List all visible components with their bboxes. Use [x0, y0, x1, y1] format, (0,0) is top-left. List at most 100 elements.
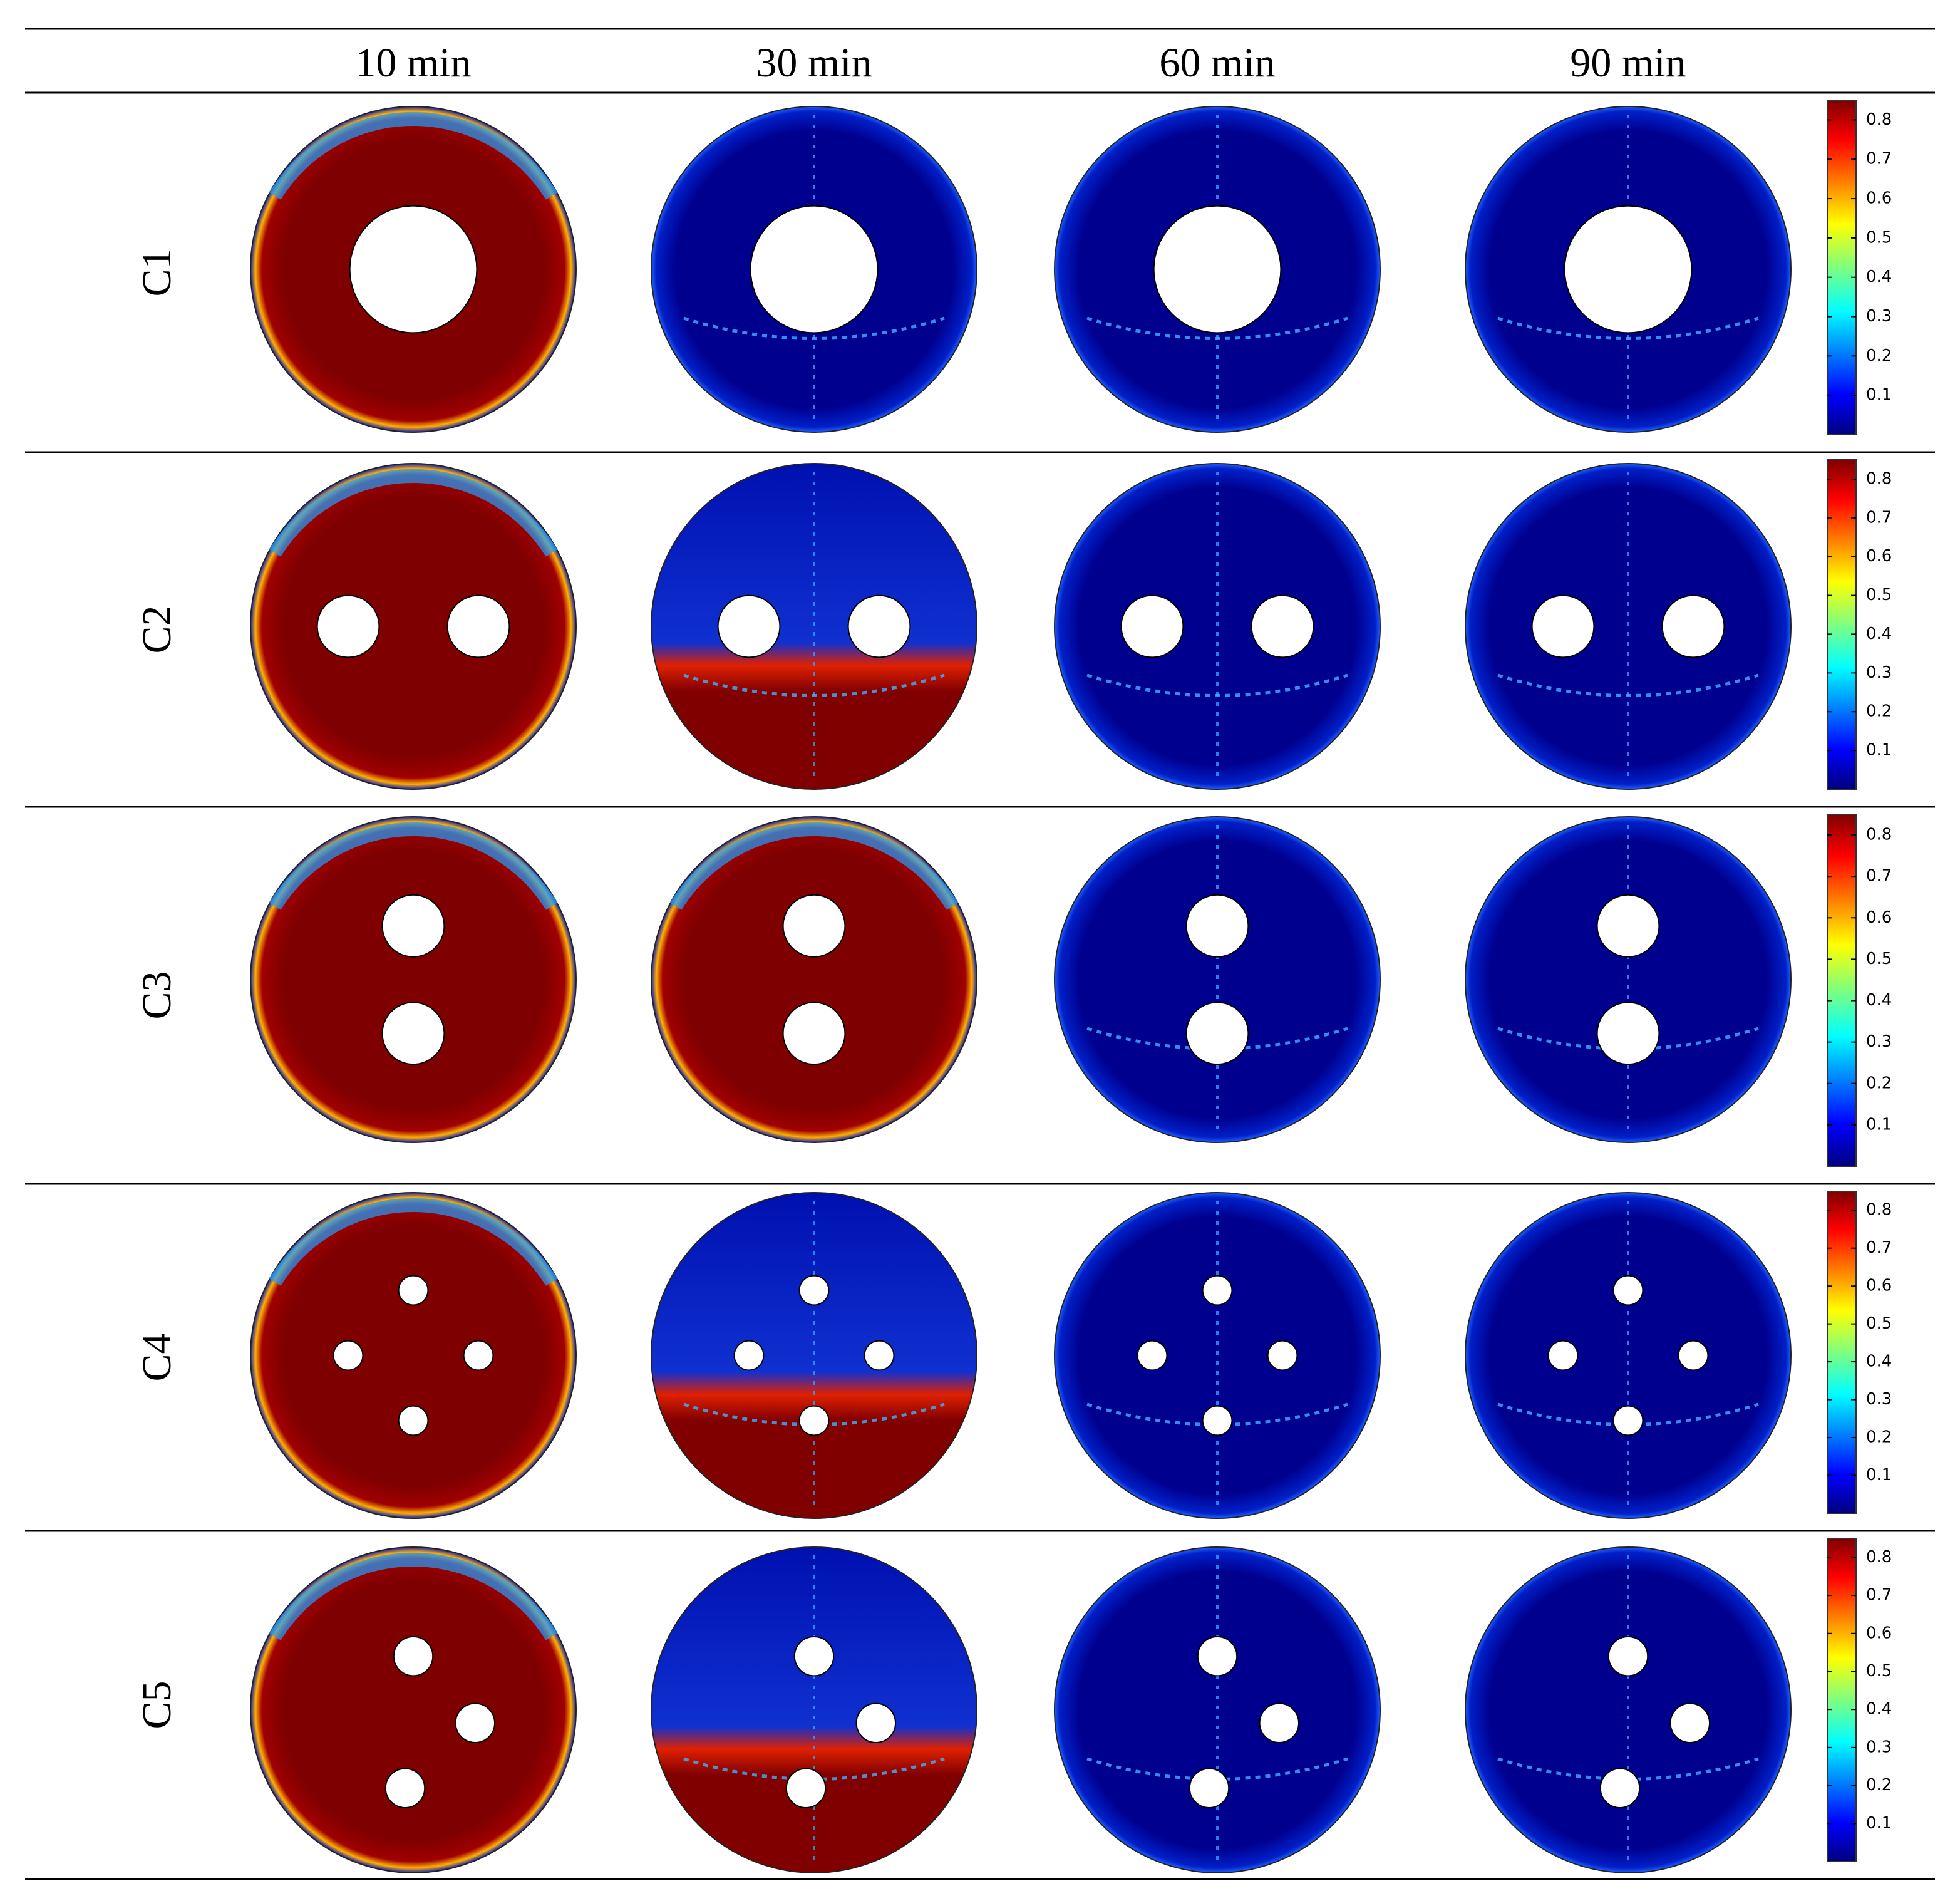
- streak: [1497, 673, 1759, 697]
- colorbar-tick-label: 0.2: [1866, 1428, 1892, 1447]
- cool-band: [269, 1552, 558, 1640]
- streak: [1497, 316, 1759, 340]
- domain-disk: [250, 816, 577, 1143]
- simulation-map: [1465, 816, 1792, 1143]
- hole: [1669, 1702, 1711, 1744]
- hole: [1678, 1340, 1709, 1371]
- colorbar-tick-label: 0.5: [1866, 950, 1892, 968]
- simulation-map: [250, 463, 577, 790]
- hole: [1607, 1636, 1649, 1677]
- cool-band: [669, 822, 959, 910]
- colorbar-tick-label: 0.4: [1866, 624, 1892, 643]
- colorbar-tick-label: 0.3: [1866, 1032, 1892, 1051]
- hole: [1189, 1768, 1230, 1809]
- hole: [398, 1405, 429, 1436]
- streak: [683, 673, 945, 697]
- colorbar-tick-label: 0.1: [1866, 1115, 1892, 1134]
- colorbar-tick-label: 0.8: [1866, 469, 1892, 488]
- colorbar: [1827, 814, 1857, 1167]
- colorbar-tick-label: 0.6: [1866, 189, 1892, 208]
- simulation-map: [250, 1192, 577, 1519]
- hole: [1153, 205, 1282, 334]
- hole: [1599, 1768, 1641, 1809]
- simulation-map: [250, 816, 577, 1143]
- hole: [793, 1636, 835, 1677]
- hole: [733, 1340, 765, 1371]
- cool-band: [269, 111, 558, 200]
- simulation-map: [651, 1546, 977, 1873]
- colorbar-tick-label: 0.7: [1866, 508, 1892, 527]
- hole: [381, 1002, 445, 1065]
- colorbar-tick-label: 0.4: [1866, 991, 1892, 1010]
- colorbar-tick-label: 0.5: [1866, 1314, 1892, 1333]
- hole: [1596, 894, 1660, 958]
- hole: [1197, 1636, 1238, 1677]
- simulation-map: [1054, 463, 1381, 790]
- hole: [1661, 594, 1725, 658]
- hole: [750, 205, 879, 334]
- colorbar-tick-label: 0.7: [1866, 150, 1892, 168]
- simulation-map: [651, 106, 977, 433]
- colorbar-tick-label: 0.1: [1866, 741, 1892, 760]
- colorbar-tick-label: 0.3: [1866, 1738, 1892, 1756]
- cool-band: [269, 822, 558, 910]
- hole: [717, 594, 781, 658]
- hole: [782, 1002, 846, 1065]
- simulation-map: [1465, 1192, 1792, 1519]
- colorbar-tick-label: 0.5: [1866, 1662, 1892, 1681]
- colorbar-tick-label: 0.1: [1866, 386, 1892, 405]
- hole: [1202, 1275, 1233, 1306]
- hole: [785, 1768, 827, 1809]
- hole: [349, 205, 478, 334]
- hole: [782, 894, 846, 958]
- colorbar-tick-label: 0.2: [1866, 346, 1892, 365]
- domain-disk: [651, 816, 977, 1143]
- domain-disk: [651, 1192, 977, 1519]
- hole: [1612, 1275, 1644, 1306]
- colorbar-tick-label: 0.8: [1866, 1201, 1892, 1220]
- colorbar-tick-label: 0.8: [1866, 826, 1892, 844]
- streak: [1086, 673, 1348, 697]
- hole: [1120, 594, 1184, 658]
- hole: [1137, 1340, 1168, 1371]
- cool-band: [269, 469, 558, 557]
- colorbar-tick-label: 0.3: [1866, 307, 1892, 326]
- hole: [1564, 205, 1693, 334]
- hole: [463, 1340, 494, 1371]
- domain-disk: [250, 1546, 577, 1873]
- hole: [1531, 594, 1595, 658]
- hole: [798, 1405, 830, 1436]
- simulation-map: [651, 1192, 977, 1519]
- colorbar-tick-label: 0.1: [1866, 1466, 1892, 1484]
- row-label: C5: [134, 1681, 180, 1729]
- column-header: 60 min: [1159, 40, 1275, 86]
- hole: [446, 594, 510, 658]
- streak: [1086, 316, 1348, 340]
- simulation-map: [651, 463, 977, 790]
- domain-disk: [1054, 816, 1381, 1143]
- hole: [381, 894, 445, 958]
- colorbar-tick-label: 0.8: [1866, 1548, 1892, 1567]
- hole: [398, 1275, 429, 1306]
- hole: [798, 1275, 830, 1306]
- colorbar-tick-label: 0.7: [1866, 867, 1892, 886]
- domain-disk: [250, 463, 577, 790]
- hole: [847, 594, 911, 658]
- simulation-map: [250, 106, 577, 433]
- hole: [1202, 1405, 1233, 1436]
- colorbar-tick-label: 0.3: [1866, 1390, 1892, 1409]
- colorbar-tick-label: 0.2: [1866, 1074, 1892, 1092]
- domain-disk: [1465, 1192, 1792, 1519]
- row-label: C1: [134, 248, 180, 296]
- colorbar-tick-label: 0.6: [1866, 1277, 1892, 1295]
- domain-disk: [651, 463, 977, 790]
- hole: [1267, 1340, 1298, 1371]
- colorbar-tick-label: 0.2: [1866, 702, 1892, 721]
- hole: [455, 1702, 495, 1744]
- simulation-map: [1465, 106, 1792, 433]
- colorbar-tick-label: 0.5: [1866, 586, 1892, 604]
- colorbar-tick-label: 0.4: [1866, 1352, 1892, 1371]
- row-label: C3: [134, 971, 180, 1019]
- colorbar-tick-label: 0.8: [1866, 110, 1892, 129]
